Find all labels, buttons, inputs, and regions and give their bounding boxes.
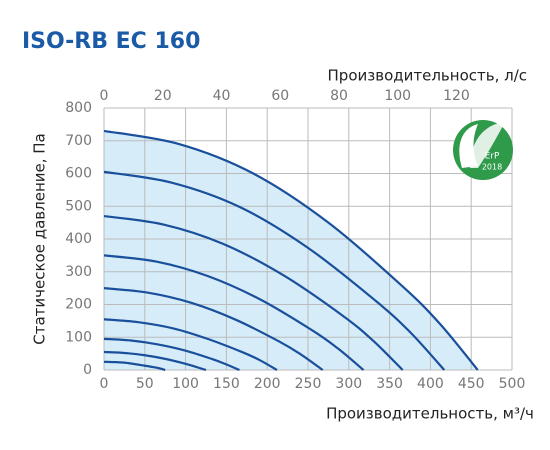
chart-title: ISO-RB EC 160 <box>22 29 200 54</box>
y-tick-label: 400 <box>65 231 92 247</box>
logo-year: 2018 <box>482 163 502 172</box>
x2-tick-label: 40 <box>213 88 231 104</box>
fan-curve <box>103 287 324 371</box>
logo-label: ErP <box>485 152 500 162</box>
x2-tick-label: 20 <box>154 88 172 104</box>
x-tick-label: 50 <box>136 376 154 392</box>
y-tick-label: 100 <box>65 329 92 345</box>
x-tick-label: 100 <box>172 376 199 392</box>
x2-axis-label: Производительность, л/с <box>328 67 527 85</box>
y-tick-label: 500 <box>65 198 92 214</box>
x-tick-label: 0 <box>100 376 109 392</box>
x-axis-label: Производительность, м³/ч <box>326 405 534 423</box>
fan-curve <box>103 350 207 372</box>
fan-curve <box>103 129 479 371</box>
fan-curve <box>103 318 278 371</box>
y-tick-label: 0 <box>83 362 92 378</box>
erp-logo: ErP 2018 <box>453 120 513 180</box>
x2-tick-label: 80 <box>330 88 348 104</box>
x2-tick-label: 100 <box>384 88 411 104</box>
x-tick-label: 150 <box>213 376 240 392</box>
y-tick-label: 200 <box>65 297 92 313</box>
x-tick-label: 450 <box>458 376 485 392</box>
x-tick-label: 350 <box>376 376 403 392</box>
fan-curve <box>103 337 240 372</box>
x2-tick-label: 120 <box>443 88 470 104</box>
x2-tick-label: 0 <box>100 88 109 104</box>
fan-curve <box>103 170 446 371</box>
x-tick-label: 500 <box>499 376 526 392</box>
x2-tick-label: 60 <box>271 88 289 104</box>
y-tick-label: 600 <box>65 166 92 182</box>
fan-curve <box>103 254 365 371</box>
x-tick-label: 300 <box>335 376 362 392</box>
x-tick-label: 200 <box>254 376 281 392</box>
y-tick-label: 700 <box>65 133 92 149</box>
logo-leaf <box>470 122 505 168</box>
x-tick-label: 400 <box>417 376 444 392</box>
fan-curve <box>103 360 166 372</box>
x-tick-label: 250 <box>295 376 322 392</box>
y-axis-label: Статическое давление, Па <box>31 133 49 344</box>
area-fill <box>104 130 478 370</box>
y-tick-label: 300 <box>65 264 92 280</box>
y-tick-label: 800 <box>65 100 92 116</box>
fan-curve <box>103 214 404 371</box>
